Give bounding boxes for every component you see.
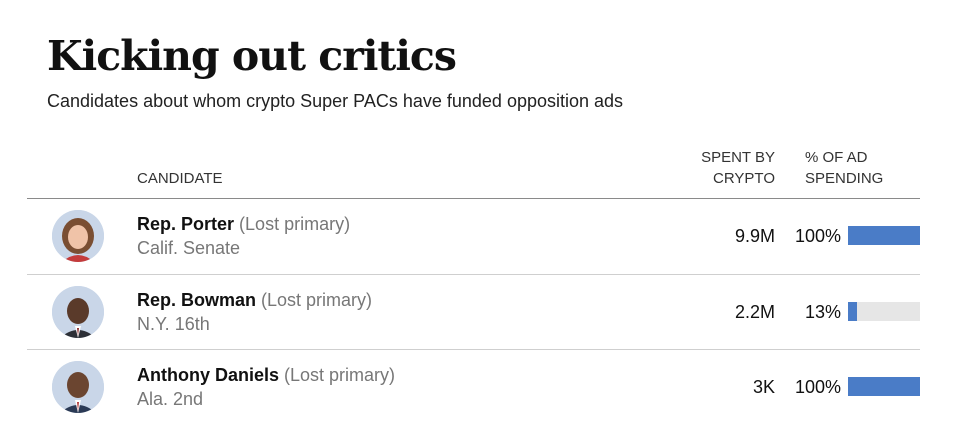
chart-title: Kicking out critics bbox=[47, 32, 457, 80]
avatar-porter bbox=[52, 210, 104, 262]
row-divider bbox=[27, 349, 920, 350]
spent-value: 2.2M bbox=[734, 302, 775, 322]
candidate-status: (Lost primary) bbox=[261, 290, 373, 310]
candidate-district: N.Y. 16th bbox=[137, 314, 210, 334]
bar-track bbox=[848, 302, 920, 321]
candidate-name: Rep. Porter bbox=[137, 214, 235, 234]
candidate-name-line: Rep. Porter (Lost primary) bbox=[137, 213, 350, 235]
spent-value: 3K bbox=[752, 377, 775, 397]
candidate-district: Ala. 2nd bbox=[137, 389, 204, 409]
candidate-name: Anthony Daniels bbox=[137, 365, 280, 385]
candidate-name-line: Rep. Bowman (Lost primary) bbox=[137, 289, 372, 311]
bar-fill bbox=[848, 377, 920, 396]
column-header-spent-line2: CRYPTO bbox=[713, 170, 775, 187]
portrait-icon bbox=[52, 210, 104, 262]
bar-fill bbox=[848, 226, 920, 245]
column-header-spent: SPENT BY CRYPTO bbox=[701, 147, 775, 189]
portrait-icon bbox=[52, 286, 104, 338]
bar-fill bbox=[848, 302, 857, 321]
table-row: Rep. Porter (Lost primary) Calif. Senate… bbox=[0, 199, 960, 274]
portrait-icon bbox=[52, 361, 104, 413]
column-header-pct: % OF AD SPENDING bbox=[805, 147, 883, 189]
pct-value: 13% bbox=[804, 302, 841, 322]
table-row: Rep. Bowman (Lost primary) N.Y. 16th 2.2… bbox=[0, 275, 960, 350]
column-header-pct-line1: % OF AD bbox=[805, 149, 868, 166]
avatar-bowman bbox=[52, 286, 104, 338]
chart-subtitle: Candidates about whom crypto Super PACs … bbox=[47, 91, 624, 111]
table-row: Anthony Daniels (Lost primary) Ala. 2nd … bbox=[0, 350, 960, 425]
candidate-name: Rep. Bowman bbox=[137, 290, 257, 310]
spent-value: 9.9M bbox=[734, 226, 775, 246]
column-header-candidate: CANDIDATE bbox=[137, 170, 223, 187]
column-header-spent-line1: SPENT BY bbox=[701, 149, 775, 166]
pct-value: 100% bbox=[794, 377, 841, 397]
row-divider bbox=[27, 274, 920, 275]
pct-value: 100% bbox=[794, 226, 841, 246]
candidate-status: (Lost primary) bbox=[284, 365, 396, 385]
header-divider bbox=[27, 198, 920, 199]
bar-track bbox=[848, 226, 920, 245]
bar-track bbox=[848, 377, 920, 396]
avatar-daniels bbox=[52, 361, 104, 413]
candidate-district: Calif. Senate bbox=[137, 238, 241, 258]
candidate-status: (Lost primary) bbox=[239, 214, 351, 234]
column-header-pct-line2: SPENDING bbox=[805, 170, 884, 187]
candidate-name-line: Anthony Daniels (Lost primary) bbox=[137, 364, 395, 386]
